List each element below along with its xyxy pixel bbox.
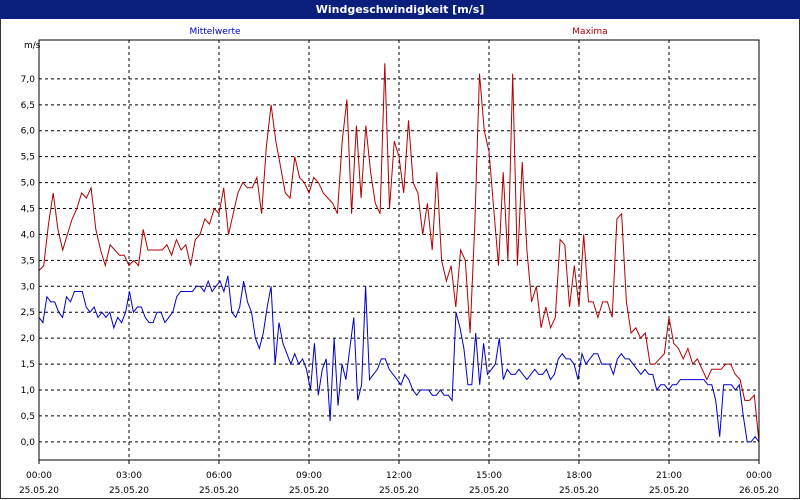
y-tick-label: 5,5 [21,153,35,163]
grid [38,40,760,464]
y-tick-label: 0,0 [21,438,36,448]
y-tick-label: 4,0 [21,230,36,240]
y-tick-label: 0,5 [21,412,35,422]
x-tick-date: 25.05.20 [469,486,509,496]
plot-frame [38,39,760,461]
y-tick-label: 3,0 [21,282,36,292]
x-tick-time: 12:00 [386,471,412,481]
y-tick-label: 6,0 [21,127,36,137]
x-tick-date: 25.05.20 [109,486,149,496]
series-line-maxima [38,63,760,442]
y-tick-label: 7,0 [21,75,36,85]
y-axis-unit: m/s [24,41,41,51]
x-tick-time: 09:00 [296,471,322,481]
window-title: Windgeschwindigkeit [m/s] [0,0,800,19]
x-tick-date: 26.05.20 [739,486,779,496]
y-tick-label: 5,0 [21,179,36,189]
series-line-mittelwerte [38,275,760,443]
y-tick-label: 2,0 [21,334,36,344]
series-layer [38,63,760,443]
legend-mittelwerte: Mittelwerte [189,27,240,37]
y-tick-label: 3,5 [21,256,35,266]
y-tick-label: 4,5 [21,205,35,215]
x-tick-time: 18:00 [566,471,592,481]
y-tick-label: 1,5 [21,360,35,370]
legend-maxima: Maxima [572,27,607,37]
y-tick-label: 2,5 [21,308,35,318]
x-tick-date: 25.05.20 [559,486,599,496]
x-tick-date: 25.05.20 [289,486,329,496]
y-tick-label: 1,0 [21,386,36,396]
x-tick-date: 25.05.20 [649,486,689,496]
x-tick-time: 03:00 [116,471,142,481]
x-tick-time: 00:00 [746,471,772,481]
x-tick-time: 15:00 [476,471,502,481]
y-tick-label: 6,5 [21,101,35,111]
x-tick-date: 25.05.20 [19,486,59,496]
x-tick-time: 21:00 [656,471,682,481]
x-tick-time: 00:00 [26,471,52,481]
x-tick-date: 25.05.20 [379,486,419,496]
tick-labels: 0,0 0,5 1,0 1,5 2,0 2,5 3,0 3,5 4,0 4,5 5,0 5,5 6,0 6… [19,75,779,496]
x-tick-date: 25.05.20 [199,486,239,496]
x-tick-time: 06:00 [206,471,232,481]
